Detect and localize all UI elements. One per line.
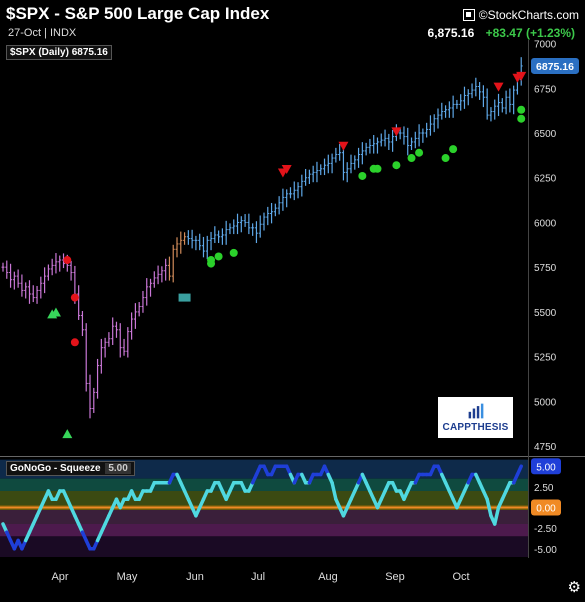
cappthesis-logo-icon (468, 403, 483, 419)
last-price: 6,875.16 (427, 26, 475, 40)
up-triangle-marker (62, 429, 73, 439)
chart-subtitle: 27-Oct | INDX (8, 27, 77, 39)
x-tick-label: Jul (251, 571, 265, 583)
red-dot-marker (70, 293, 79, 302)
green-dot-marker (373, 164, 382, 173)
oscillator-tick-label: -5.00 (534, 545, 557, 556)
green-dot-marker (517, 105, 526, 114)
oscillator-last-tag (531, 458, 561, 475)
green-dot-marker (449, 145, 458, 154)
logo-box-icon (462, 9, 475, 21)
x-tick-label: Jun (186, 571, 204, 583)
chart-title: $SPX - S&P 500 Large Cap Index (6, 4, 270, 23)
red-dot-marker (70, 338, 79, 347)
down-triangle-marker (338, 141, 349, 151)
settings-gear-icon[interactable]: ⚙ (567, 579, 581, 596)
x-tick-label: Sep (385, 571, 405, 583)
green-dot-marker (392, 161, 401, 170)
down-triangle-marker (281, 164, 292, 174)
oscillator-tick-label: 2.50 (534, 483, 554, 494)
oscillator-segment (515, 464, 523, 477)
last-price-tag (531, 57, 579, 74)
y-tick-label: 5250 (534, 353, 557, 364)
price-change: +83.47 (+1.23%) (485, 26, 575, 40)
zero-tag-label: 0.00 (536, 504, 556, 515)
logo-text: ©StockCharts.com (478, 8, 579, 22)
x-tick-label: Oct (452, 571, 469, 583)
green-dot-marker (415, 148, 424, 157)
cappthesis-watermark: CAPPTHESIS (438, 397, 513, 438)
down-triangle-marker (516, 71, 527, 81)
y-tick-label: 6750 (534, 84, 557, 95)
x-tick-label: May (117, 571, 138, 583)
price-quote: 6,875.16 +83.47 (+1.23%) (428, 26, 575, 40)
neutral-signal-marker (178, 293, 191, 302)
green-dot-marker (229, 248, 238, 257)
indicator-legend-value: 5.00 (105, 463, 131, 474)
stockcharts-logo[interactable]: ©StockCharts.com (462, 8, 579, 22)
green-dot-marker (407, 154, 416, 163)
y-tick-label: 4750 (534, 442, 557, 453)
price-legend: $SPX (Daily) 6875.16 (6, 45, 112, 60)
y-tick-label: 7000 (534, 40, 557, 51)
last-price-tag-label: 6875.16 (536, 61, 574, 73)
down-triangle-marker (493, 82, 504, 92)
oscillator-tick-label: -2.50 (534, 524, 557, 535)
green-dot-marker (441, 154, 450, 163)
oscillator-segment (492, 505, 501, 526)
y-tick-label: 6250 (534, 174, 557, 185)
x-tick-label: Apr (51, 571, 68, 583)
oscillator-segment (330, 481, 338, 501)
x-tick-label: Aug (318, 571, 338, 583)
cappthesis-text: CAPPTHESIS (442, 422, 509, 433)
down-triangle-marker (391, 127, 402, 137)
green-dot-marker (214, 252, 223, 261)
oscillator-zone (0, 524, 528, 537)
indicator-legend: GoNoGo - Squeeze 5.00 (6, 461, 135, 476)
zero-tag (531, 499, 561, 516)
red-dot-marker (63, 256, 72, 265)
oscillator-last-tag-label: 5.00 (536, 462, 556, 473)
y-tick-label: 6500 (534, 129, 557, 140)
green-dot-marker (517, 114, 526, 123)
y-tick-label: 6000 (534, 218, 557, 229)
indicator-legend-label: GoNoGo - Squeeze (10, 463, 101, 474)
y-tick-label: 5500 (534, 308, 557, 319)
green-dot-marker (358, 171, 367, 180)
oscillator-segment (485, 497, 493, 518)
oscillator-zone (0, 536, 528, 557)
oscillator-zone (0, 509, 528, 524)
y-tick-label: 5000 (534, 397, 557, 408)
up-triangle-marker (50, 307, 61, 317)
y-tick-label: 5750 (534, 263, 557, 274)
green-dot-marker (207, 256, 216, 265)
